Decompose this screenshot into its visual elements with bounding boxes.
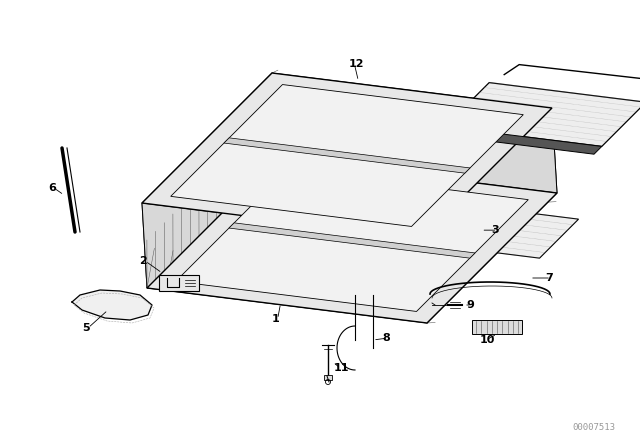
Text: 10: 10 xyxy=(480,335,495,345)
Polygon shape xyxy=(445,82,640,146)
Polygon shape xyxy=(447,207,579,258)
Polygon shape xyxy=(159,275,199,291)
Polygon shape xyxy=(422,108,557,323)
Polygon shape xyxy=(224,138,470,173)
Polygon shape xyxy=(142,73,277,288)
Polygon shape xyxy=(176,169,528,311)
Polygon shape xyxy=(272,73,557,193)
Polygon shape xyxy=(171,85,524,226)
Polygon shape xyxy=(437,127,602,154)
Text: 00007513: 00007513 xyxy=(572,423,615,432)
Text: 7: 7 xyxy=(545,273,553,283)
Text: 6: 6 xyxy=(48,183,56,193)
Polygon shape xyxy=(324,375,332,380)
Text: 11: 11 xyxy=(334,363,349,373)
Polygon shape xyxy=(147,158,557,323)
Text: 9: 9 xyxy=(466,300,474,310)
Polygon shape xyxy=(142,203,427,323)
Polygon shape xyxy=(142,73,552,238)
Text: 12: 12 xyxy=(348,59,364,69)
Text: 3: 3 xyxy=(492,225,499,235)
Text: 5: 5 xyxy=(82,323,90,333)
Polygon shape xyxy=(72,290,152,320)
Polygon shape xyxy=(472,320,522,334)
Text: 8: 8 xyxy=(382,333,390,343)
Text: 1: 1 xyxy=(271,314,279,324)
Text: 2: 2 xyxy=(140,256,147,266)
Polygon shape xyxy=(229,223,475,258)
